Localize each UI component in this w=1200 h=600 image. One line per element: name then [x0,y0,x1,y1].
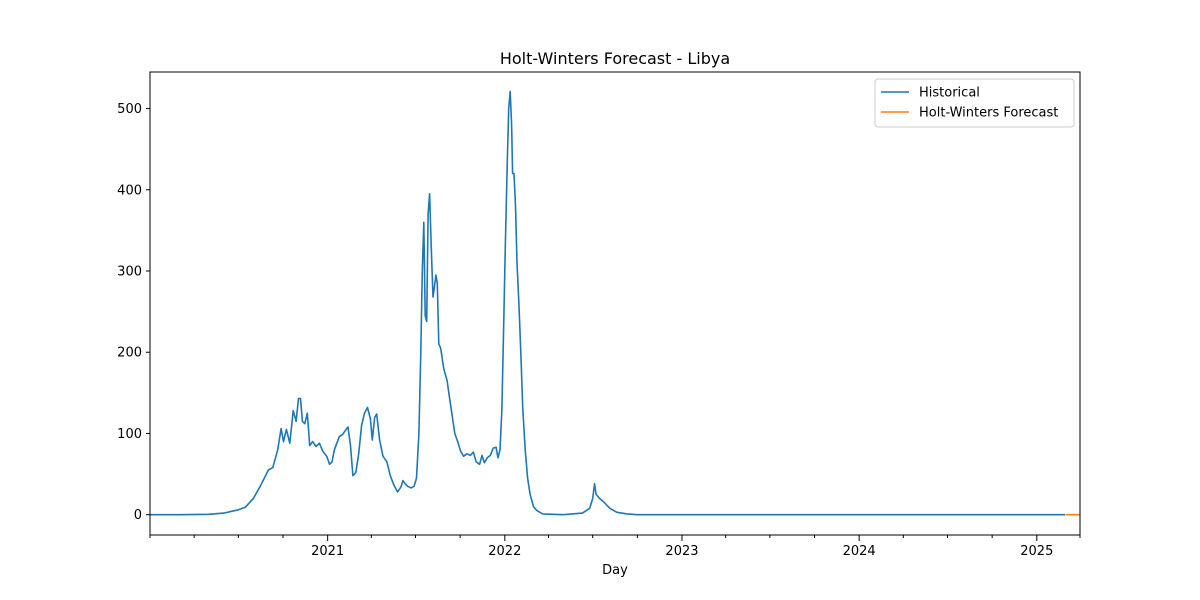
y-tick-label: 100 [117,427,142,442]
y-tick-label: 400 [117,183,142,198]
chart-title: Holt-Winters Forecast - Libya [500,49,730,68]
plot-frame [149,71,1081,536]
legend-label-historical: Historical [919,86,980,101]
x-axis-label: Day [602,563,628,578]
plot-area [150,90,1080,516]
y-tick-label: 0 [134,508,142,523]
x-tick-label: 2024 [843,544,876,559]
legend: Historical Holt-Winters Forecast [874,78,1075,128]
series-line-historical [150,90,1065,516]
y-tick-label: 200 [117,346,142,361]
y-tick-label: 300 [117,265,142,280]
x-tick-label: 2022 [488,544,521,559]
x-tick-label: 2025 [1020,544,1053,559]
legend-box [874,78,1075,128]
x-tick-label: 2021 [311,544,344,559]
x-tick-label: 2023 [665,544,698,559]
y-axis: 0 100 200 300 400 500 [117,102,150,523]
y-tick-label: 500 [117,102,142,117]
legend-label-forecast: Holt-Winters Forecast [919,106,1058,121]
x-axis: 2021 2022 2023 2024 2025 [149,535,1081,559]
